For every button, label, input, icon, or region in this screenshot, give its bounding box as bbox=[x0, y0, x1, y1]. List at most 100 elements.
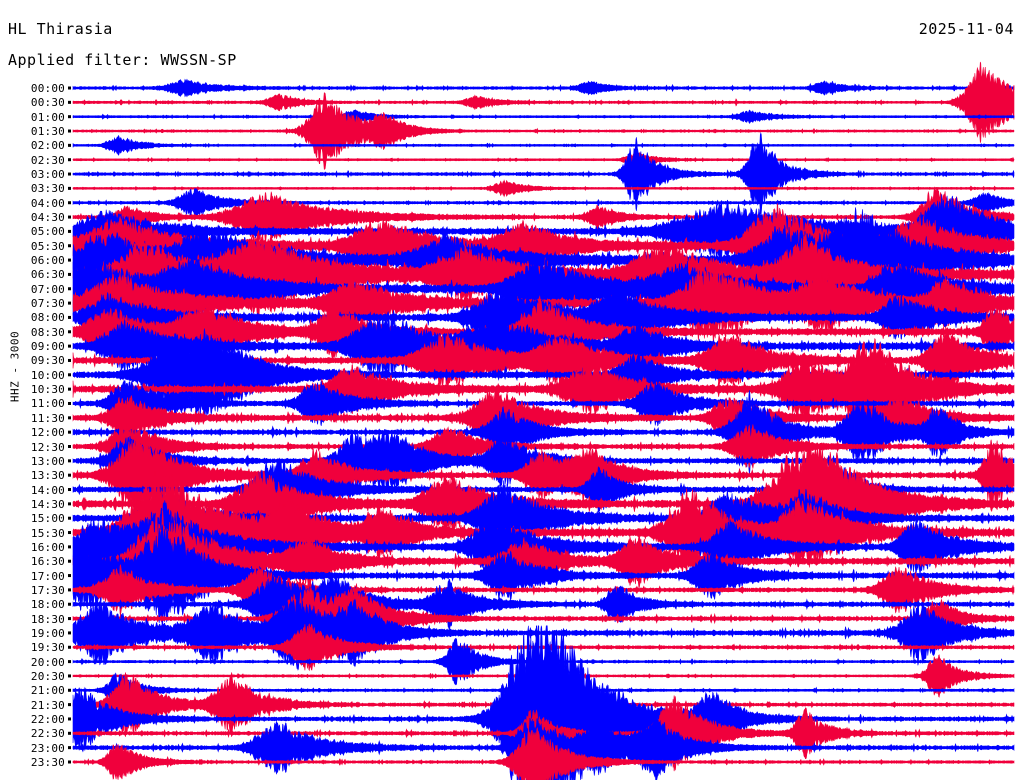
axis-tick bbox=[68, 229, 71, 233]
time-tick-label: 18:00 bbox=[30, 598, 65, 612]
time-tick-label: 00:30 bbox=[30, 96, 65, 110]
axis-tick bbox=[68, 158, 71, 162]
time-tick-label: 01:00 bbox=[30, 110, 65, 124]
axis-tick bbox=[68, 674, 71, 678]
time-tick-label: 09:30 bbox=[30, 354, 65, 368]
trace-baseline bbox=[73, 244, 1014, 247]
trace-baseline bbox=[73, 373, 1014, 376]
axis-tick bbox=[68, 201, 71, 205]
time-tick-label: 20:30 bbox=[30, 669, 65, 683]
axis-tick bbox=[68, 602, 71, 606]
axis-tick bbox=[68, 445, 71, 448]
time-tick-label: 05:00 bbox=[30, 225, 65, 239]
time-tick-label: 21:00 bbox=[30, 684, 65, 698]
axis-tick bbox=[68, 358, 71, 362]
axis-tick bbox=[68, 459, 71, 463]
time-tick-label: 22:00 bbox=[30, 712, 65, 726]
axis-tick bbox=[68, 401, 71, 405]
trace-baseline bbox=[73, 187, 1014, 190]
trace-baseline bbox=[73, 588, 1014, 591]
time-tick-label: 19:30 bbox=[30, 641, 65, 655]
time-tick-label: 21:30 bbox=[30, 698, 65, 712]
axis-tick bbox=[68, 272, 71, 276]
time-tick-label: 08:30 bbox=[30, 325, 65, 339]
time-tick-label: 18:30 bbox=[30, 612, 65, 626]
time-tick-label: 06:30 bbox=[30, 268, 65, 282]
trace-baseline bbox=[73, 416, 1014, 419]
time-tick-label: 19:00 bbox=[30, 626, 65, 640]
trace-baseline bbox=[73, 560, 1014, 563]
trace-baseline bbox=[73, 617, 1014, 620]
axis-tick bbox=[68, 617, 71, 621]
axis-tick bbox=[68, 688, 71, 692]
trace-baseline bbox=[73, 631, 1014, 635]
applied-filter-label: Applied filter: WWSSN-SP bbox=[8, 51, 237, 69]
axis-tick bbox=[68, 502, 71, 506]
trace-baseline bbox=[73, 345, 1014, 348]
trace-baseline bbox=[73, 115, 1014, 118]
axis-tick bbox=[68, 258, 71, 262]
axis-tick bbox=[68, 287, 71, 291]
time-tick-label: 08:00 bbox=[30, 311, 65, 325]
trace-baseline bbox=[73, 574, 1014, 577]
trace-row bbox=[72, 625, 1015, 780]
trace-baseline bbox=[73, 502, 1014, 505]
trace-baseline bbox=[73, 258, 1014, 262]
axis-tick bbox=[68, 115, 71, 119]
time-tick-label: 07:00 bbox=[30, 282, 65, 296]
time-tick-label: 10:00 bbox=[30, 368, 65, 382]
axis-tick bbox=[68, 473, 71, 477]
time-tick-label: 15:30 bbox=[30, 526, 65, 540]
axis-tick bbox=[68, 244, 71, 248]
axis-tick bbox=[68, 559, 71, 563]
time-tick-label: 02:00 bbox=[30, 139, 65, 153]
axis-tick bbox=[68, 531, 71, 535]
axis-tick bbox=[68, 545, 71, 549]
time-tick-label: 03:30 bbox=[30, 182, 65, 196]
trace-baseline bbox=[73, 101, 1014, 104]
axis-tick bbox=[68, 660, 71, 664]
axis-tick bbox=[68, 731, 71, 735]
trace-baseline bbox=[73, 215, 1014, 219]
time-tick-label: 23:30 bbox=[30, 755, 65, 769]
trace-baseline bbox=[73, 287, 1014, 290]
axis-tick bbox=[68, 631, 71, 635]
time-tick-label: 11:30 bbox=[30, 411, 65, 425]
axis-tick bbox=[68, 645, 71, 649]
time-tick-label: 20:00 bbox=[30, 655, 65, 669]
axis-tick bbox=[68, 387, 71, 391]
axis-tick bbox=[68, 186, 71, 190]
time-tick-label: 14:30 bbox=[30, 497, 65, 511]
axis-tick bbox=[68, 373, 71, 377]
trace-baseline bbox=[73, 402, 1014, 405]
time-tick-label: 11:00 bbox=[30, 397, 65, 411]
axis-tick bbox=[68, 488, 71, 492]
axis-tick bbox=[68, 746, 71, 750]
trace-baseline bbox=[73, 86, 1014, 90]
axis-tick bbox=[68, 129, 71, 133]
trace-baseline bbox=[73, 445, 1014, 448]
time-tick-label: 16:00 bbox=[30, 540, 65, 554]
time-tick-label: 09:00 bbox=[30, 340, 65, 354]
trace-baseline bbox=[73, 603, 1014, 606]
time-tick-label: 04:00 bbox=[30, 196, 65, 210]
axis-tick bbox=[68, 574, 71, 578]
axis-tick bbox=[68, 100, 71, 104]
time-tick-label: 14:00 bbox=[30, 483, 65, 497]
station-title: HL Thirasia bbox=[8, 20, 113, 38]
time-tick-label: 17:00 bbox=[30, 569, 65, 583]
time-tick-label: 05:30 bbox=[30, 239, 65, 253]
axis-tick bbox=[68, 416, 71, 420]
trace-baseline bbox=[73, 517, 1014, 520]
trace-baseline bbox=[73, 388, 1014, 391]
axis-tick bbox=[68, 703, 71, 707]
trace-baseline bbox=[73, 129, 1014, 133]
time-tick-label: 15:00 bbox=[30, 512, 65, 526]
trace-baseline bbox=[73, 531, 1014, 534]
axis-tick bbox=[68, 330, 71, 334]
time-tick-label: 00:00 bbox=[30, 82, 65, 95]
axis-tick bbox=[68, 215, 71, 219]
trace-baseline bbox=[73, 158, 1014, 161]
